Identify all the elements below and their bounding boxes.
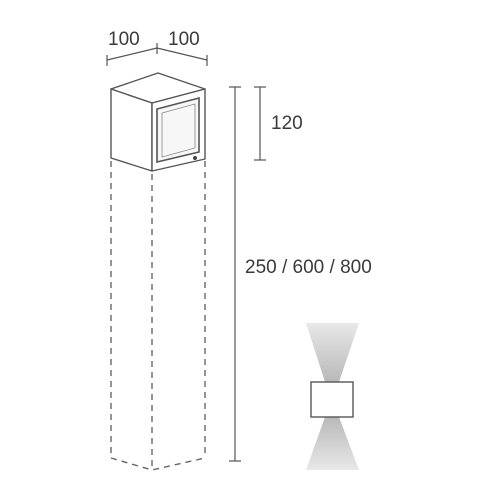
- pole-dashed: [110, 161, 206, 471]
- lens-window: [156, 96, 200, 164]
- up-down-light-beam-icon: [306, 323, 359, 470]
- head-height-label: 120: [271, 113, 303, 134]
- sensor-dot: [193, 156, 197, 160]
- head-height-dimension: [254, 86, 266, 161]
- width-dimension: [106, 43, 208, 66]
- total-height-label: 250 / 600 / 800: [245, 257, 372, 278]
- width-right-label: 100: [168, 29, 200, 50]
- width-left-label: 100: [108, 29, 140, 50]
- total-height-dimension: [229, 86, 241, 462]
